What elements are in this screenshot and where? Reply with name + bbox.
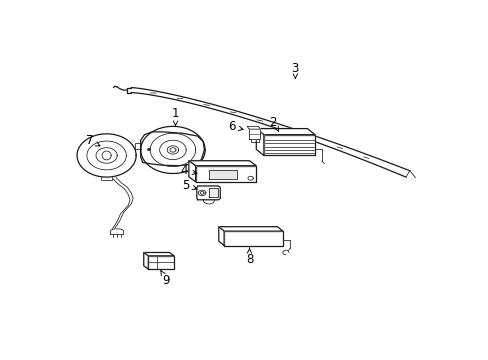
Polygon shape bbox=[110, 229, 123, 234]
Polygon shape bbox=[196, 186, 220, 200]
Text: 8: 8 bbox=[245, 248, 253, 266]
Text: 1: 1 bbox=[171, 107, 179, 126]
Text: 5: 5 bbox=[182, 179, 197, 192]
Polygon shape bbox=[264, 135, 314, 156]
Text: 2: 2 bbox=[269, 116, 278, 131]
Polygon shape bbox=[248, 129, 260, 139]
Polygon shape bbox=[143, 252, 148, 269]
Text: 6: 6 bbox=[227, 120, 243, 133]
Polygon shape bbox=[247, 126, 260, 129]
Text: 7: 7 bbox=[85, 134, 100, 147]
Text: 9: 9 bbox=[161, 271, 170, 287]
Polygon shape bbox=[188, 161, 195, 182]
Polygon shape bbox=[256, 129, 314, 135]
Text: 4: 4 bbox=[180, 164, 197, 177]
Polygon shape bbox=[218, 227, 224, 246]
Polygon shape bbox=[218, 227, 282, 231]
Polygon shape bbox=[141, 132, 204, 166]
Polygon shape bbox=[256, 129, 264, 156]
Polygon shape bbox=[143, 252, 174, 256]
Polygon shape bbox=[169, 148, 176, 152]
Polygon shape bbox=[208, 170, 237, 179]
Polygon shape bbox=[224, 231, 282, 246]
Polygon shape bbox=[148, 256, 174, 269]
Text: 3: 3 bbox=[291, 62, 298, 78]
Polygon shape bbox=[188, 161, 256, 166]
Polygon shape bbox=[208, 188, 218, 197]
Polygon shape bbox=[195, 166, 256, 182]
